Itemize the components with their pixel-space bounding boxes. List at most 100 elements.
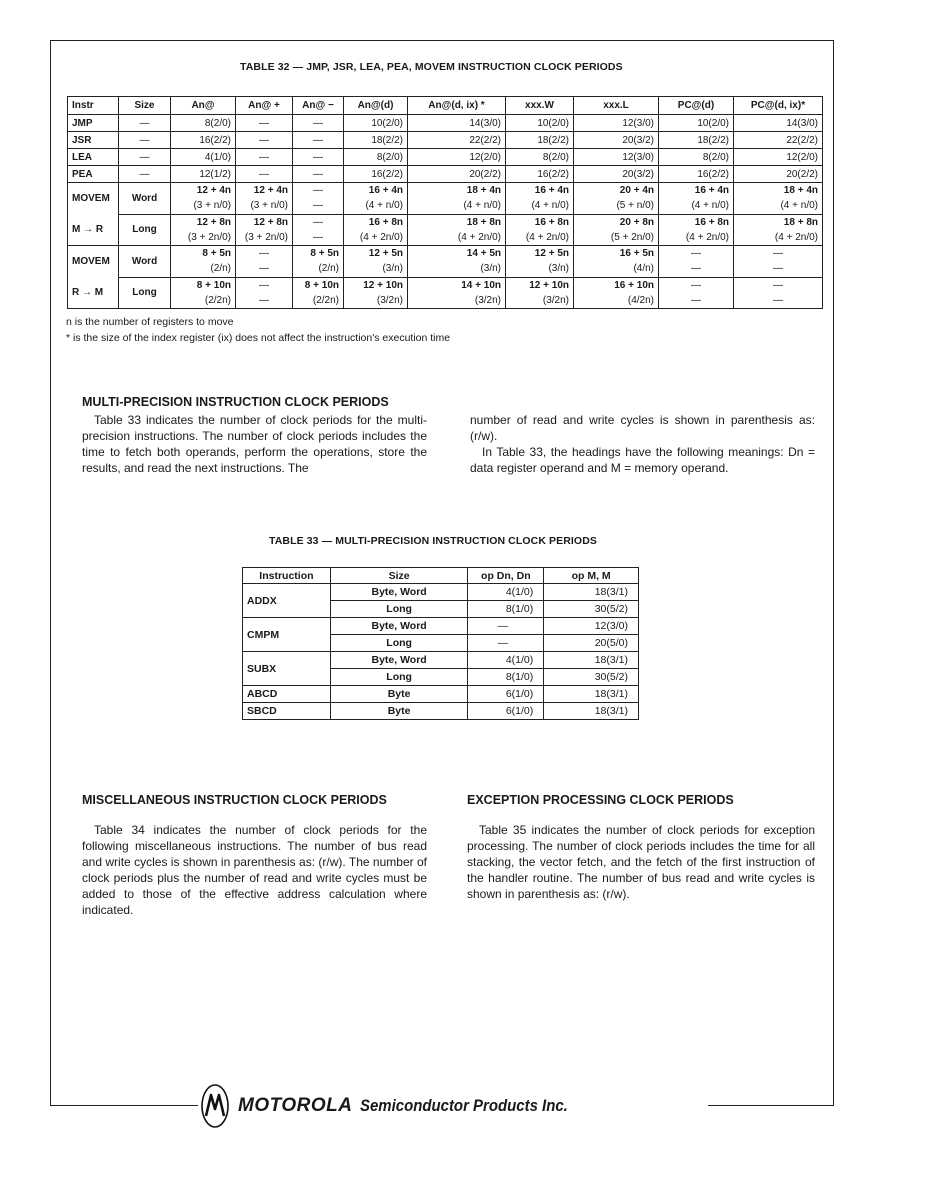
table-cell: 16 + 4n (4 + n/0): [658, 182, 734, 215]
size-cell: Byte: [329, 685, 469, 703]
table-cell: —: [292, 131, 344, 149]
table-cell: 16 + 5n (4/n): [573, 245, 659, 278]
cell-line: (4/2n): [627, 294, 654, 306]
instr-cell: SBCD: [242, 702, 331, 720]
table-cell: —: [118, 131, 171, 149]
cell-line: —: [259, 294, 269, 306]
table-cell: 6(1/0): [467, 702, 545, 720]
cell-line: 14 + 5n: [466, 248, 501, 260]
table-cell: 20(5/0): [543, 634, 639, 652]
instr-cell: MOVEM R → M: [67, 245, 119, 309]
cell-line: 8 + 5n: [310, 248, 339, 260]
cell-line: 18 + 8n: [466, 216, 501, 228]
table-cell: 20(2/2): [407, 165, 506, 183]
cell-line: 8 + 10n: [304, 279, 339, 291]
cell-line: 12 + 5n: [534, 248, 569, 260]
table-cell: 16 + 8n (4 + 2n/0): [658, 213, 734, 246]
instr-cell: CMPM: [242, 617, 331, 652]
cell-line: 16 + 4n: [694, 185, 729, 197]
cell-line: 16 + 4n: [368, 185, 403, 197]
table-cell: 18(2/2): [343, 131, 408, 149]
cell-line: 18 + 8n: [783, 216, 818, 228]
table-cell: 14(3/0): [733, 114, 823, 132]
table-cell: 16 + 8n (4 + 2n/0): [505, 213, 574, 246]
table-row: CMPM Byte, Word —12(3/0): [242, 617, 639, 652]
cell-line: —: [773, 263, 783, 275]
table32-caption: TABLE 32 — JMP, JSR, LEA, PEA, MOVEM INS…: [240, 61, 623, 73]
column-header: Size: [118, 96, 171, 115]
table-cell: 8(2/0): [505, 148, 574, 166]
cell-line: —: [773, 248, 783, 260]
table-cell: 10(2/0): [343, 114, 408, 132]
cell-line: 18 + 4n: [466, 185, 501, 197]
table-cell: 8 + 5n (2/n): [170, 245, 236, 278]
cell-line: 12 + 10n: [529, 279, 569, 291]
table-cell: 12 + 4n (3 + n/0): [235, 182, 293, 215]
cell-line: 16 + 8n: [368, 216, 403, 228]
table-cell: —: [235, 114, 293, 132]
table-cell: —: [292, 165, 344, 183]
cell-line: —: [691, 279, 701, 291]
cell-line: 20 + 4n: [619, 185, 654, 197]
brand-tagline: Semiconductor Products Inc.: [360, 1096, 569, 1115]
cell-line: (4/n): [633, 263, 654, 275]
instr-cell: SUBX: [242, 651, 331, 686]
cell-line: —: [259, 248, 269, 260]
table-cell: —: [118, 165, 171, 183]
cell-line: (2/n): [210, 263, 231, 275]
header-row: Instr Size An@ An@ + An@ − An@(d) An@(d, ix) *…: [67, 96, 823, 115]
cell-line: 16 + 8n: [534, 216, 569, 228]
table-row: Long 8 + 10n (2/2n) — —8 + 10n (2/2n) 12 + 10n…: [68, 276, 823, 309]
column-header: An@ −: [292, 96, 344, 115]
table-cell: 18(2/2): [505, 131, 574, 149]
table-cell: 10(2/0): [505, 114, 574, 132]
instr-label: MOVEM: [72, 256, 110, 267]
size-cell: Byte: [329, 702, 469, 720]
section-heading: MISCELLANEOUS INSTRUCTION CLOCK PERIODS: [82, 793, 387, 807]
cell-line: —: [691, 263, 701, 275]
table-cell: —: [292, 148, 344, 166]
table-cell: 16(2/2): [343, 165, 408, 183]
column-header: PC@(d, ix)*: [733, 96, 823, 115]
column-header: An@(d, ix) *: [407, 96, 506, 115]
paragraph: Table 33 indicates the number of clock p…: [82, 413, 427, 475]
table-cell: 20 + 4n (5 + n/0): [573, 182, 659, 215]
column-header: op Dn, Dn: [467, 567, 545, 584]
size-cell: Long: [329, 668, 469, 686]
instr-cell: MOVEM M → R: [67, 182, 119, 246]
cell-line: —: [313, 185, 323, 197]
table-cell: 16(2/2): [505, 165, 574, 183]
table-row: JMP —8(2/0) — —10(2/0) 14(3/0) 10(2/0) 12(3/0)…: [67, 114, 823, 132]
table-cell: — —: [235, 245, 293, 278]
table-cell: 14 + 10n (3/2n): [407, 276, 506, 309]
table-cell: 8(2/0): [170, 114, 236, 132]
cell-line: 12 + 8n: [253, 216, 288, 228]
paragraph: Table 34 indicates the number of clock p…: [82, 823, 427, 917]
table-cell: — —: [292, 213, 344, 246]
cell-line: (4 + 2n/0): [359, 231, 403, 243]
frame-border: [708, 1105, 834, 1106]
cell-line: —: [773, 294, 783, 306]
footer: MOTOROLA Semiconductor Products Inc.: [200, 1083, 597, 1129]
table-cell: 16 + 4n (4 + n/0): [343, 182, 408, 215]
column-header: xxx.L: [573, 96, 659, 115]
cell-line: (3/2n): [542, 294, 569, 306]
table-cell: 20 + 8n (5 + 2n/0): [573, 213, 659, 246]
table-cell: — —: [292, 182, 344, 215]
cell-line: (4 + 2n/0): [457, 231, 501, 243]
cell-line: (4 + n/0): [463, 200, 501, 212]
column-header: An@: [170, 96, 236, 115]
paragraph: In Table 33, the headings have the follo…: [470, 445, 815, 475]
table-row: Long 8(1/0) 30(5/2): [243, 668, 639, 686]
cell-line: (4 + 2n/0): [525, 231, 569, 243]
size-cell: Long: [329, 600, 469, 618]
table-cell: 8 + 10n (2/2n): [170, 276, 236, 309]
table-cell: 4(1/0): [170, 148, 236, 166]
table-cell: —: [118, 148, 171, 166]
frame-border: [50, 40, 834, 41]
column-header: op M, M: [543, 567, 639, 584]
cell-line: —: [259, 263, 269, 275]
table-cell: JMP: [67, 114, 119, 132]
table-cell: 18 + 4n (4 + n/0): [407, 182, 506, 215]
frame-border: [50, 40, 51, 1106]
